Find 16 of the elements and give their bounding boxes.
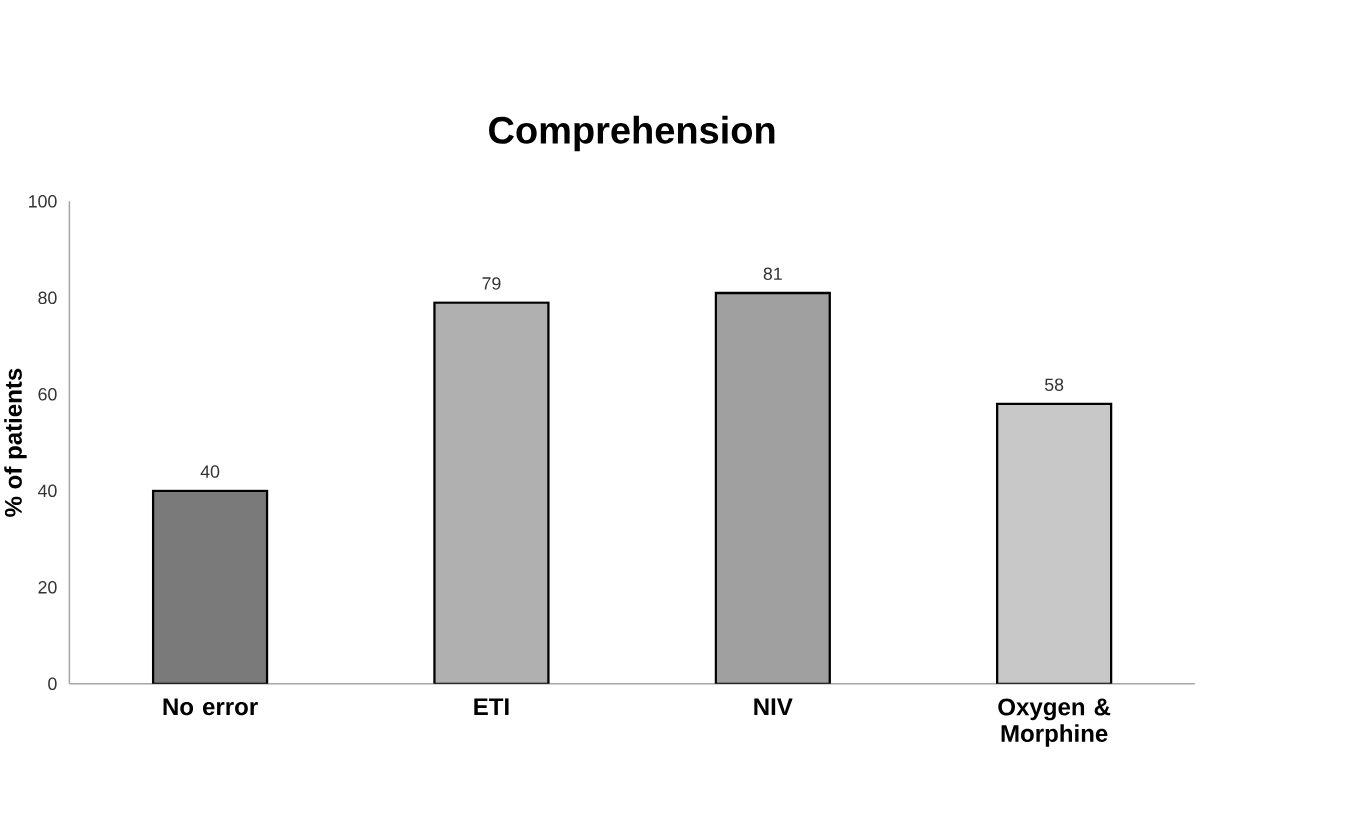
y-tick-label: 0 — [48, 677, 57, 691]
x-tick-label: No error — [163, 698, 258, 716]
data-label: 58 — [1045, 378, 1064, 392]
x-tick-label: NIV — [754, 698, 793, 716]
y-tick-label: 40 — [38, 484, 57, 498]
data-label: 79 — [482, 277, 501, 290]
y-tick-label: 100 — [29, 195, 57, 208]
y-axis-title: % of patients — [4, 368, 27, 517]
x-tick-label: ETI — [474, 698, 509, 716]
y-tick-label: 20 — [38, 581, 57, 594]
x-tick-label: Oxygen & Morphine — [998, 698, 1111, 747]
data-label: 40 — [200, 465, 220, 478]
data-label: 81 — [763, 267, 782, 281]
chart-title: Comprehension — [489, 115, 775, 152]
y-tick-label: 80 — [38, 291, 57, 305]
y-tick-label: 60 — [38, 388, 57, 401]
